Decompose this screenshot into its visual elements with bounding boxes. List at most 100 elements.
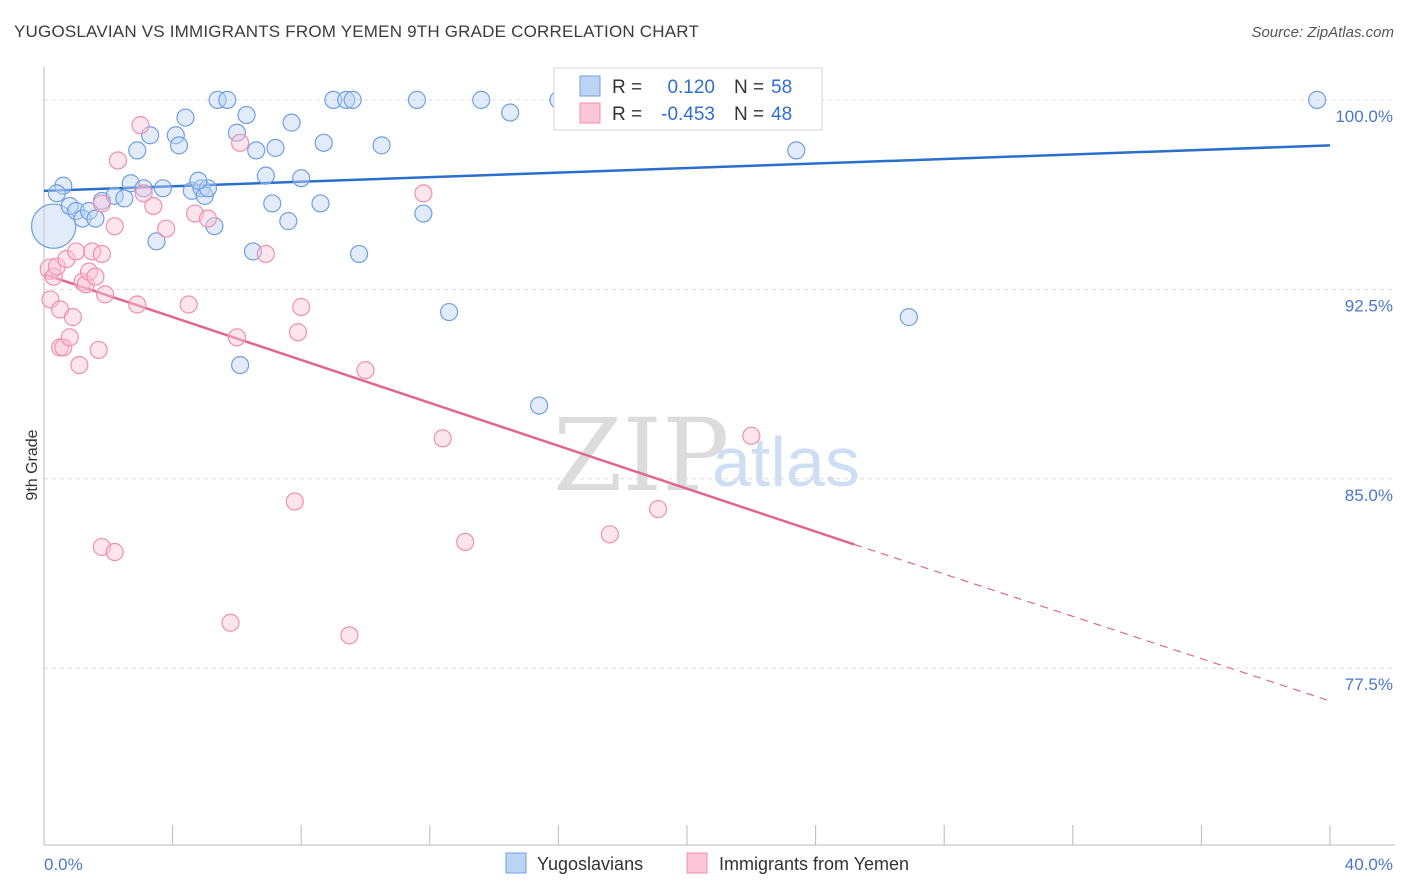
point-yemen-39 xyxy=(414,184,433,203)
point-yemen-16 xyxy=(86,267,105,286)
point-yemen-8 xyxy=(60,328,79,347)
stats-box: R = 0.120 N = 58 R = -0.453 N = 48 xyxy=(553,67,823,131)
point-yemen-33 xyxy=(256,244,275,264)
point-yemen-37 xyxy=(340,626,359,645)
stats-swatch-blue xyxy=(579,75,601,97)
point-yugoslavians-23 xyxy=(198,179,218,198)
point-yugoslavians-37 xyxy=(311,194,330,213)
y-axis-label: 9th Grade xyxy=(24,429,41,500)
point-yemen-21 xyxy=(108,151,128,170)
point-yemen-11 xyxy=(70,355,89,375)
point-yugoslavians-44 xyxy=(407,90,427,109)
point-yemen-18 xyxy=(92,244,111,264)
point-yemen-20 xyxy=(105,217,124,236)
point-yugoslavians-48 xyxy=(501,103,520,122)
point-yugoslavians-4 xyxy=(67,201,86,221)
y-tick-label-3: 77.5% xyxy=(1345,675,1393,694)
point-yemen-44 xyxy=(742,426,761,445)
point-yugoslavians-18 xyxy=(169,136,189,155)
legend-swatch-yemen xyxy=(686,852,708,874)
stats-n-value-2: 48 xyxy=(771,104,792,125)
legend-label-yemen: Immigrants from Yemen xyxy=(719,854,909,874)
point-yemen-35 xyxy=(288,323,308,342)
point-yugoslavians-15 xyxy=(147,232,166,251)
point-yugoslavians-32 xyxy=(263,194,282,213)
point-yugoslavians-33 xyxy=(266,138,285,157)
trend-lines xyxy=(43,144,1331,702)
point-yugoslavians-36 xyxy=(292,169,311,188)
point-yugoslavians-45 xyxy=(414,204,433,223)
point-yemen-43 xyxy=(648,499,668,519)
point-yugoslavians-12 xyxy=(134,179,153,198)
stats-r-label-2: R = xyxy=(612,104,642,125)
y-tick-label-2: 85.0% xyxy=(1345,486,1393,505)
point-yemen-38 xyxy=(356,361,375,380)
point-yugoslavians-0 xyxy=(30,203,77,249)
point-yemen-17 xyxy=(89,340,108,360)
point-yemen-28 xyxy=(179,295,198,314)
point-yemen-31 xyxy=(227,328,246,347)
point-yugoslavians-39 xyxy=(324,90,343,109)
y-tick-label-0: 100.0% xyxy=(1335,107,1393,126)
point-yugoslavians-27 xyxy=(227,123,246,142)
point-yemen-7 xyxy=(57,249,76,269)
point-yugoslavians-55 xyxy=(1308,90,1327,109)
watermark: ZIP atlas xyxy=(553,397,860,514)
point-yugoslavians-54 xyxy=(899,308,918,327)
point-yemen-10 xyxy=(67,242,86,261)
stats-r-label-1: R = xyxy=(612,77,642,98)
point-yugoslavians-46 xyxy=(439,302,459,322)
point-yugoslavians-29 xyxy=(237,105,256,125)
point-yemen-3 xyxy=(47,257,66,276)
trend-line-yemen-extrapolated xyxy=(853,543,1331,702)
stats-n-label-2: N = xyxy=(734,104,764,125)
point-yemen-46 xyxy=(105,542,124,562)
gridlines xyxy=(44,99,1395,669)
point-yemen-30 xyxy=(198,209,218,228)
stats-r-value-1: 0.120 xyxy=(667,77,715,98)
point-yugoslavians-13 xyxy=(128,141,147,160)
point-yemen-32 xyxy=(231,133,250,152)
y-tick-label-1: 92.5% xyxy=(1345,296,1393,315)
point-yemen-6 xyxy=(54,338,73,357)
point-yugoslavians-26 xyxy=(218,90,237,109)
source-label: Source: ZipAtlas.com xyxy=(1251,24,1394,41)
point-yugoslavians-57 xyxy=(189,171,208,190)
stats-n-label-1: N = xyxy=(734,77,764,98)
chart-title: YUGOSLAVIAN VS IMMIGRANTS FROM YEMEN 9TH… xyxy=(14,22,700,41)
point-yugoslavians-53 xyxy=(787,141,806,160)
data-points xyxy=(30,90,1327,645)
legend-swatch-yugoslavians xyxy=(505,852,527,874)
point-yugoslavians-10 xyxy=(115,189,134,208)
point-yemen-27 xyxy=(134,184,153,203)
point-yugoslavians-16 xyxy=(153,179,173,198)
point-yugoslavians-28 xyxy=(231,355,250,375)
point-yugoslavians-25 xyxy=(208,90,227,109)
point-yemen-1 xyxy=(44,267,63,286)
point-yemen-34 xyxy=(285,492,304,511)
point-yugoslavians-35 xyxy=(282,113,301,132)
x-tick-label-0: 0.0% xyxy=(44,855,83,874)
watermark-atlas: atlas xyxy=(712,423,860,501)
axes xyxy=(43,67,1395,846)
trend-line-yugoslavians xyxy=(43,144,1331,193)
point-yugoslavians-24 xyxy=(205,217,224,236)
point-yugoslavians-30 xyxy=(247,141,266,160)
point-yugoslavians-31 xyxy=(256,166,275,185)
point-yugoslavians-40 xyxy=(337,90,356,109)
point-yemen-25 xyxy=(157,219,176,238)
stats-swatch-pink xyxy=(579,102,601,124)
x-tick-labels: 0.0% 40.0% xyxy=(44,855,1393,874)
point-yugoslavians-47 xyxy=(472,90,491,109)
point-yemen-9 xyxy=(63,308,83,327)
point-yemen-40 xyxy=(433,429,452,448)
point-yemen-22 xyxy=(92,194,111,213)
legend-label-yugoslavians: Yugoslavians xyxy=(537,854,643,874)
point-yugoslavians-19 xyxy=(176,108,195,127)
point-yemen-24 xyxy=(144,196,163,216)
trend-line-yemen xyxy=(43,272,855,546)
watermark-zip: ZIP xyxy=(553,397,729,514)
point-yugoslavians-1 xyxy=(54,176,73,195)
point-yugoslavians-34 xyxy=(279,212,298,231)
